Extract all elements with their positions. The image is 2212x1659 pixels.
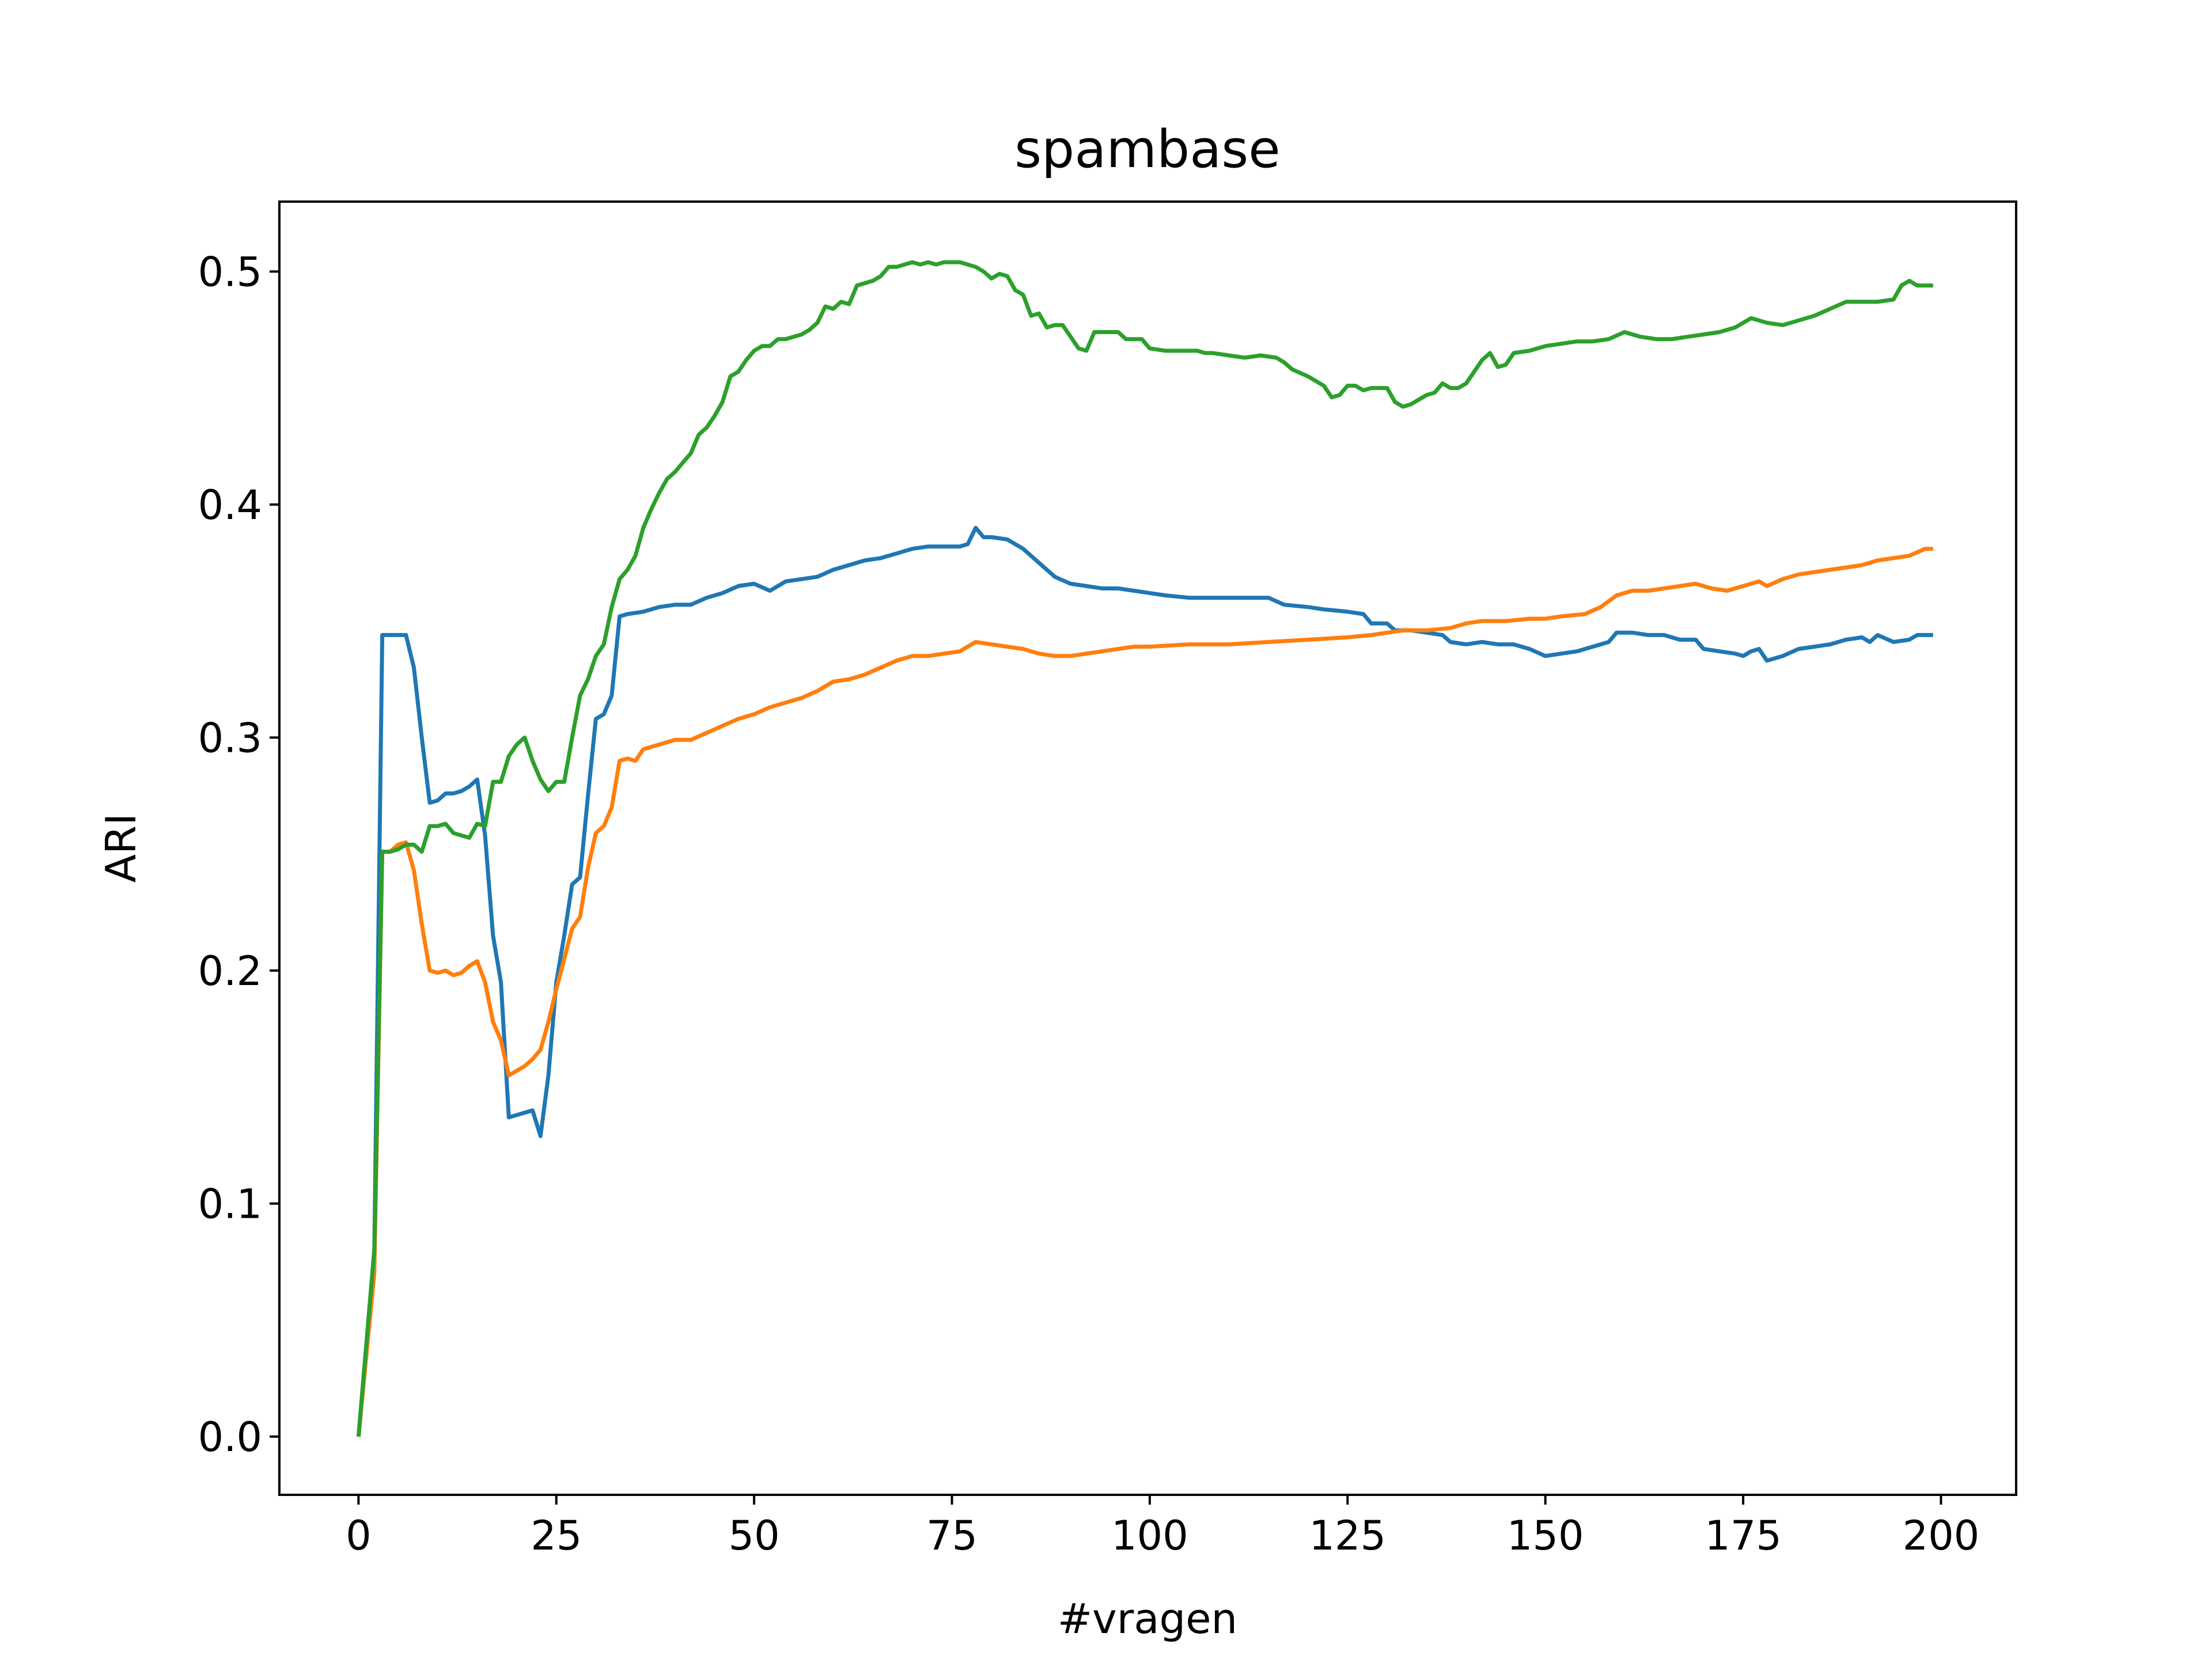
y-axis-label: ARI xyxy=(97,813,145,883)
y-tick-label: 0.0 xyxy=(198,1414,262,1461)
y-tick-label: 0.3 xyxy=(198,714,262,762)
x-tick-label: 75 xyxy=(926,1512,978,1559)
x-tick-label: 175 xyxy=(1705,1512,1782,1559)
x-tick-label: 0 xyxy=(346,1512,372,1559)
chart-title: spambase xyxy=(1014,119,1280,180)
y-tick-label: 0.5 xyxy=(198,248,262,296)
series-group xyxy=(356,260,1933,1437)
x-tick-label: 125 xyxy=(1309,1512,1387,1559)
x-tick-label: 100 xyxy=(1111,1512,1188,1559)
x-axis-label: #vragen xyxy=(1058,1594,1237,1643)
y-tick-label: 0.4 xyxy=(198,482,262,529)
plot-frame xyxy=(278,200,2017,1496)
x-tick-label: 200 xyxy=(1903,1512,1980,1559)
y-tick-label: 0.1 xyxy=(198,1180,262,1228)
x-tick-label: 150 xyxy=(1507,1512,1584,1559)
x-tick-label: 25 xyxy=(531,1512,582,1559)
series-line-2 xyxy=(356,547,1933,1437)
x-tick-label: 50 xyxy=(729,1512,780,1559)
y-axis: 0.0 0.1 0.2 0.3 0.4 0.5 xyxy=(198,248,279,1461)
y-tick-label: 0.2 xyxy=(198,948,262,995)
series-line-3 xyxy=(356,260,1933,1437)
series-line-1 xyxy=(356,525,1933,1437)
x-axis: 0 25 50 75 100 125 150 175 200 xyxy=(346,1495,1979,1559)
